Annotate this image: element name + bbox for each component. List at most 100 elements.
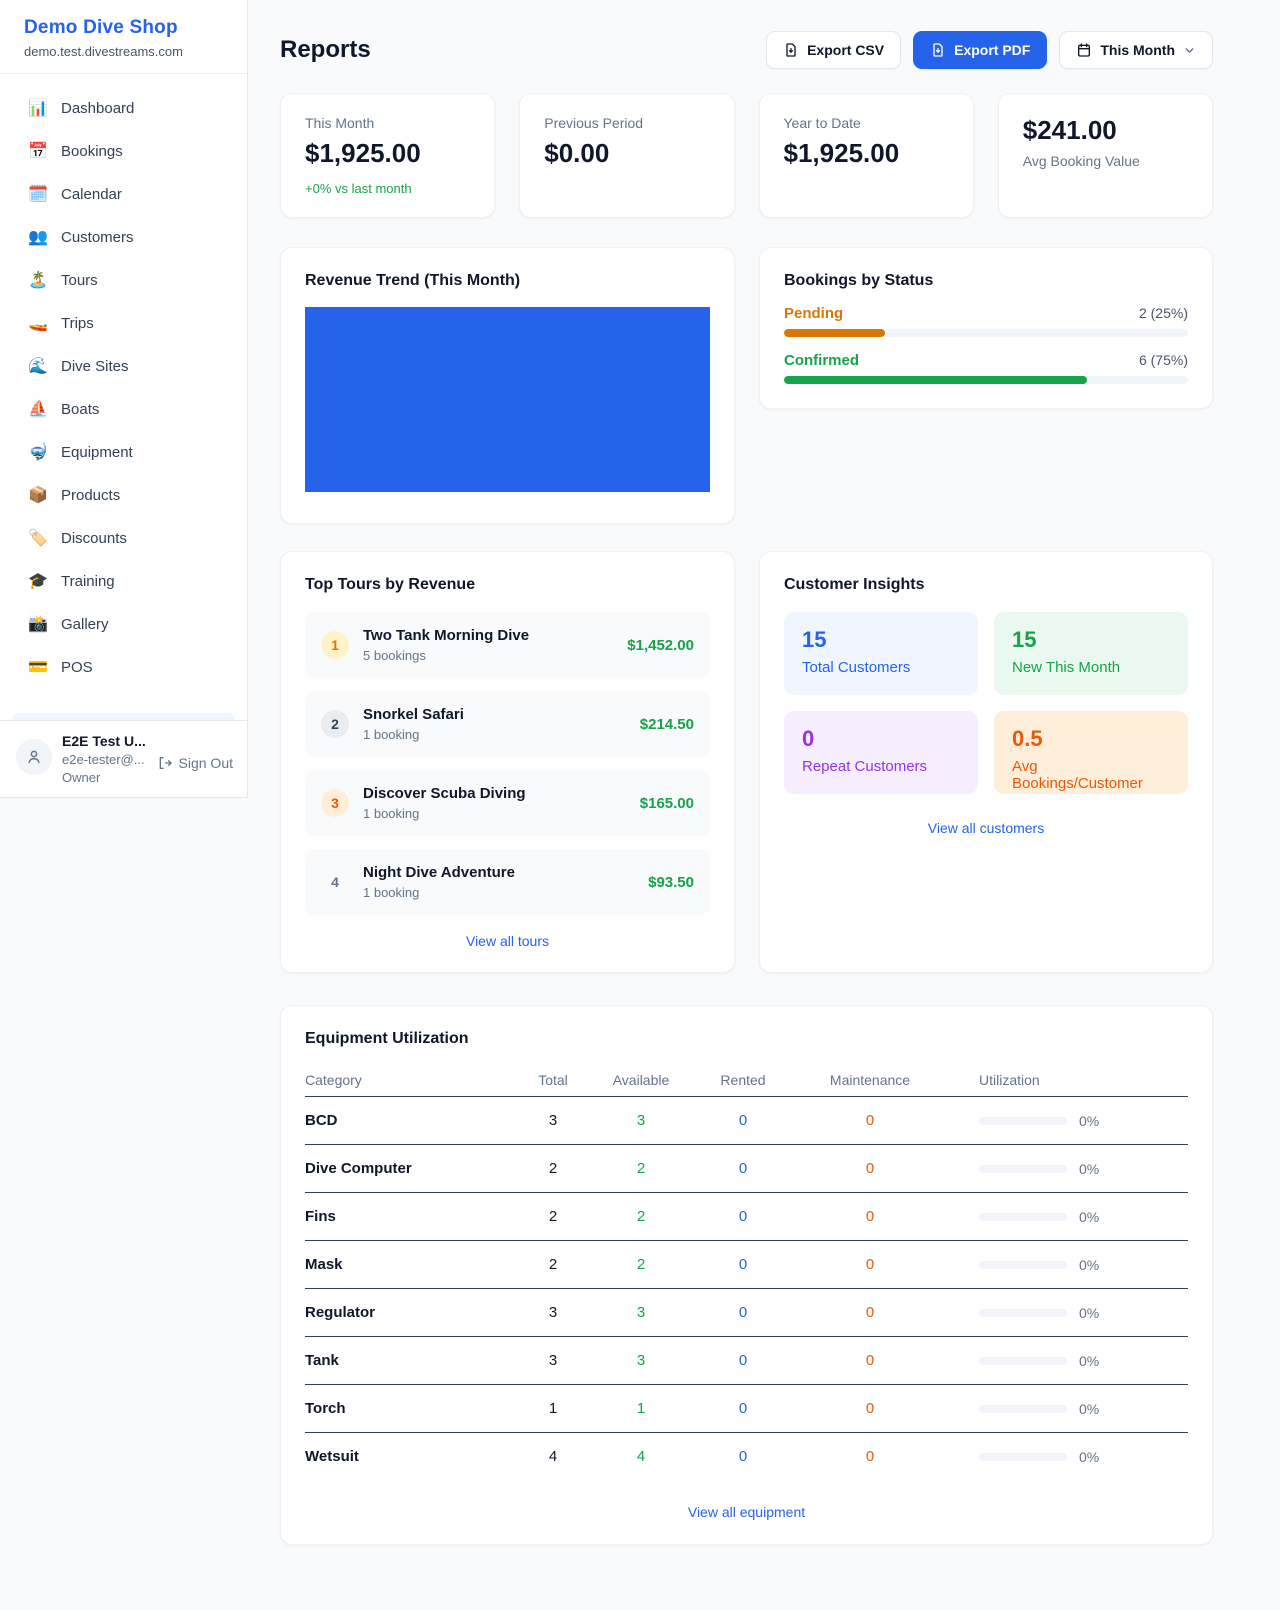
sidebar-item-label: Tours [61, 271, 98, 289]
stat-label: Year to Date [783, 115, 861, 131]
sidebar-item-label: Gallery [61, 615, 109, 633]
customers-icon: 👥 [28, 229, 48, 246]
customer-insights-card: Customer Insights 15 Total Customers 15 New… [759, 551, 1213, 973]
stat-card-3: $241.00 Avg Booking Value [997, 93, 1213, 218]
utilization-percent: 0% [1079, 1352, 1100, 1369]
equipment-row: Regulator 3 3 0 0 0% [305, 1288, 1188, 1336]
tour-name: Two Tank Morning Dive [363, 627, 530, 644]
sidebar-item-tours[interactable]: 🏝️ Tours [12, 260, 235, 300]
equipment-category: Fins [305, 1208, 336, 1225]
equipment-row: Wetsuit 4 4 0 0 0% [305, 1432, 1188, 1480]
utilization-bar [979, 1260, 1067, 1269]
top-tours-title: Top Tours by Revenue [305, 576, 476, 593]
sidebar-item-training[interactable]: 🎓 Training [12, 561, 235, 601]
sidebar-item-trips[interactable]: 🚤 Trips [12, 303, 235, 343]
status-row-top: Pending 2 (25%) [784, 305, 1188, 322]
equipment-available: 3 [636, 1304, 646, 1321]
stat-delta: +0% vs last month [305, 181, 412, 196]
revenue-trend-title: Revenue Trend (This Month) [305, 272, 521, 289]
equipment-utilization: 0% [935, 1209, 1188, 1225]
equipment-rented: 0 [738, 1352, 748, 1369]
tour-item[interactable]: 4 Night Dive Adventure 1 booking $93.50 [305, 849, 710, 915]
sidebar-item-reports-partial[interactable] [12, 713, 235, 720]
view-all-customers-link[interactable]: View all customers [927, 820, 1045, 836]
equipment-maintenance: 0 [865, 1256, 875, 1273]
utilization-bar [979, 1212, 1067, 1221]
stat-label: Avg Booking Value [1022, 153, 1140, 169]
tour-bookings-count: 1 booking [363, 727, 420, 742]
tour-item[interactable]: 3 Discover Scuba Diving 1 booking $165.00 [305, 770, 710, 836]
dive-sites-icon: 🌊 [28, 358, 48, 375]
equipment-total: 4 [548, 1448, 558, 1465]
avatar [16, 739, 52, 775]
brand-block: Demo Dive Shop demo.test.divestreams.com [0, 0, 247, 74]
equipment-rented: 0 [738, 1112, 748, 1129]
period-dropdown[interactable]: This Month [1059, 31, 1213, 69]
sidebar-item-dive-sites[interactable]: 🌊 Dive Sites [12, 346, 235, 386]
equipment-category: Wetsuit [305, 1448, 359, 1465]
equipment-rented: 0 [738, 1304, 748, 1321]
view-all-equipment-link[interactable]: View all equipment [687, 1504, 806, 1520]
sidebar-item-dashboard[interactable]: 📊 Dashboard [12, 88, 235, 128]
equipment-category: Regulator [305, 1304, 376, 1321]
sidebar-item-label: Products [61, 486, 121, 504]
status-progress-track [784, 329, 1188, 337]
tour-list: 1 Two Tank Morning Dive 5 bookings $1,452.0… [305, 612, 710, 915]
main-content: Reports Export CSV Export PDF [248, 0, 1280, 1585]
sidebar-item-calendar[interactable]: 🗓️ Calendar [12, 174, 235, 214]
equipment-maintenance: 0 [865, 1352, 875, 1369]
logout-icon [159, 757, 172, 769]
export-csv-button[interactable]: Export CSV [766, 31, 902, 69]
status-row-pending: Pending 2 (25%) [784, 305, 1188, 337]
customer-insights-title: Customer Insights [784, 576, 925, 593]
insight-tile: 15 New This Month [994, 612, 1188, 695]
sidebar-item-equipment[interactable]: 🤿 Equipment [12, 432, 235, 472]
tour-name: Snorkel Safari [363, 706, 464, 723]
chevron-down-icon [1185, 47, 1194, 53]
equipment-total: 2 [548, 1208, 558, 1225]
equipment-utilization-title: Equipment Utilization [305, 1030, 469, 1047]
equipment-rented: 0 [738, 1256, 748, 1273]
sign-out-label: Sign Out [178, 755, 233, 771]
stat-value: $0.00 [544, 138, 610, 168]
equipment-rented: 0 [738, 1160, 748, 1177]
equipment-category: Torch [305, 1400, 346, 1417]
gallery-icon: 📸 [28, 616, 48, 633]
tour-bookings-count: 5 bookings [363, 648, 426, 663]
sidebar-item-products[interactable]: 📦 Products [12, 475, 235, 515]
sign-out-button[interactable]: Sign Out [157, 755, 233, 771]
stats-row: This Month $1,925.00 +0% vs last month Prev… [280, 93, 1213, 218]
status-row-confirmed: Confirmed 6 (75%) [784, 352, 1188, 384]
utilization-bar [979, 1356, 1067, 1365]
sidebar-item-customers[interactable]: 👥 Customers [12, 217, 235, 257]
equipment-category: Tank [305, 1352, 339, 1369]
utilization-percent: 0% [1079, 1112, 1100, 1129]
equipment-row: Tank 3 3 0 0 0% [305, 1336, 1188, 1384]
equipment-available: 3 [636, 1112, 646, 1129]
equipment-available: 2 [636, 1208, 646, 1225]
bookings-icon: 📅 [28, 143, 48, 160]
view-all-tours-link[interactable]: View all tours [465, 933, 549, 949]
export-pdf-button[interactable]: Export PDF [913, 31, 1048, 69]
equipment-category: Mask [305, 1256, 343, 1273]
equipment-row: Fins 2 2 0 0 0% [305, 1192, 1188, 1240]
pos-icon: 💳 [28, 659, 48, 676]
sidebar-item-label: Boats [61, 400, 100, 418]
col-maintenance: Maintenance [829, 1072, 911, 1088]
tour-item[interactable]: 2 Snorkel Safari 1 booking $214.50 [305, 691, 710, 757]
insight-label: Avg Bookings/Customer [1012, 758, 1143, 792]
tour-bookings-count: 1 booking [363, 885, 420, 900]
sidebar-item-pos[interactable]: 💳 POS [12, 647, 235, 687]
header-actions: Export CSV Export PDF This Month [766, 31, 1213, 69]
sidebar-item-discounts[interactable]: 🏷️ Discounts [12, 518, 235, 558]
tour-item[interactable]: 1 Two Tank Morning Dive 5 bookings $1,452.0… [305, 612, 710, 678]
sidebar-item-label: Training [61, 572, 115, 590]
status-count: 2 (25%) [1138, 305, 1188, 321]
tour-revenue: $214.50 [639, 715, 694, 733]
equipment-available: 2 [636, 1160, 646, 1177]
equipment-maintenance: 0 [865, 1448, 875, 1465]
sidebar-item-bookings[interactable]: 📅 Bookings [12, 131, 235, 171]
person-icon [28, 750, 40, 763]
sidebar-item-gallery[interactable]: 📸 Gallery [12, 604, 235, 644]
sidebar-item-boats[interactable]: ⛵ Boats [12, 389, 235, 429]
